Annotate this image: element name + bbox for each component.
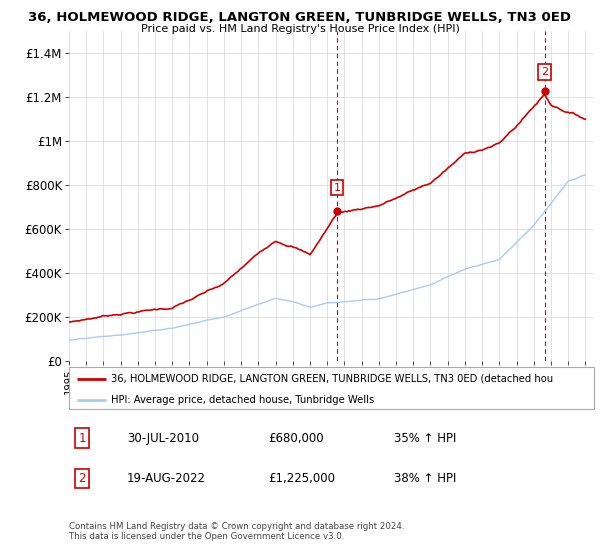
Text: 1: 1	[334, 183, 341, 193]
Text: £680,000: £680,000	[269, 432, 324, 445]
Text: 35% ↑ HPI: 35% ↑ HPI	[395, 432, 457, 445]
Text: 19-AUG-2022: 19-AUG-2022	[127, 472, 206, 485]
FancyBboxPatch shape	[69, 367, 594, 409]
Text: 38% ↑ HPI: 38% ↑ HPI	[395, 472, 457, 485]
Text: 1: 1	[79, 432, 86, 445]
Text: 30-JUL-2010: 30-JUL-2010	[127, 432, 199, 445]
Text: Contains HM Land Registry data © Crown copyright and database right 2024.
This d: Contains HM Land Registry data © Crown c…	[69, 522, 404, 542]
Text: Price paid vs. HM Land Registry's House Price Index (HPI): Price paid vs. HM Land Registry's House …	[140, 24, 460, 34]
Text: HPI: Average price, detached house, Tunbridge Wells: HPI: Average price, detached house, Tunb…	[111, 395, 374, 404]
Text: 36, HOLMEWOOD RIDGE, LANGTON GREEN, TUNBRIDGE WELLS, TN3 0ED (detached hou: 36, HOLMEWOOD RIDGE, LANGTON GREEN, TUNB…	[111, 374, 553, 384]
Text: £1,225,000: £1,225,000	[269, 472, 335, 485]
Text: 2: 2	[541, 67, 548, 77]
Text: 36, HOLMEWOOD RIDGE, LANGTON GREEN, TUNBRIDGE WELLS, TN3 0ED: 36, HOLMEWOOD RIDGE, LANGTON GREEN, TUNB…	[29, 11, 571, 24]
Text: 2: 2	[79, 472, 86, 485]
